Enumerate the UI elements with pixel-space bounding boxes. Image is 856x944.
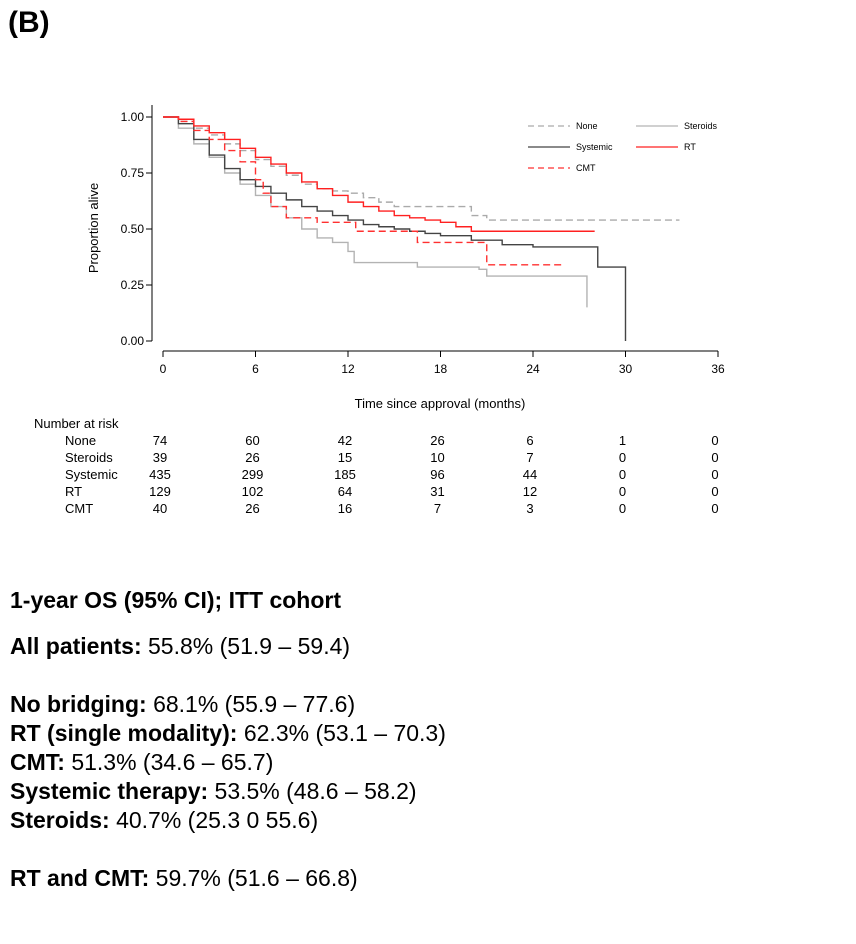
risk-row-label: CMT xyxy=(65,501,93,516)
result-label: All patients: xyxy=(10,633,142,659)
risk-cell: 1 xyxy=(619,433,626,448)
risk-cell: 26 xyxy=(245,501,259,516)
risk-cell: 7 xyxy=(434,501,441,516)
risk-cell: 26 xyxy=(430,433,444,448)
x-tick-label: 30 xyxy=(619,362,633,376)
result-value: 51.3% (34.6 – 65.7) xyxy=(64,749,274,775)
risk-cell: 40 xyxy=(153,501,167,516)
results-heading: 1-year OS (95% CI); ITT cohort xyxy=(10,587,342,613)
result-value: 40.7% (25.3 0 55.6) xyxy=(109,807,319,833)
risk-cell: 0 xyxy=(619,467,626,482)
x-tick-label: 6 xyxy=(252,362,259,376)
risk-cell: 0 xyxy=(619,450,626,465)
result-value: 68.1% (55.9 – 77.6) xyxy=(146,691,356,717)
risk-cell: 435 xyxy=(149,467,171,482)
result-value: 55.8% (51.9 – 59.4) xyxy=(141,633,351,659)
risk-cell: 3 xyxy=(526,501,533,516)
result-all-patients: All patients: 55.8% (51.9 – 59.4) xyxy=(10,632,446,661)
risk-cell: 96 xyxy=(430,467,444,482)
risk-cell: 42 xyxy=(338,433,352,448)
risk-cell: 39 xyxy=(153,450,167,465)
curve-systemic xyxy=(163,116,627,341)
result-cmt: CMT: 51.3% (34.6 – 65.7) xyxy=(10,748,446,777)
result-steroids: Steroids: 40.7% (25.3 0 55.6) xyxy=(10,806,446,835)
risk-cell: 299 xyxy=(242,467,264,482)
y-tick-label: 0.25 xyxy=(121,278,145,292)
risk-cell: 12 xyxy=(523,484,537,499)
result-label: RT (single modality): xyxy=(10,720,238,746)
risk-cell: 0 xyxy=(619,484,626,499)
legend-label-rt: RT xyxy=(684,142,696,152)
x-tick-label: 0 xyxy=(160,362,167,376)
risk-cell: 129 xyxy=(149,484,171,499)
legend-label-systemic: Systemic xyxy=(576,142,613,152)
curve-steroids xyxy=(163,116,588,308)
result-label: Steroids: xyxy=(10,807,110,833)
chart-legend: None Steroids Systemic RT CMT xyxy=(528,121,718,173)
risk-row-label: RT xyxy=(65,484,82,499)
risk-cell: 64 xyxy=(338,484,352,499)
risk-cell: 0 xyxy=(711,484,718,499)
risk-cell: 7 xyxy=(526,450,533,465)
result-label: CMT: xyxy=(10,749,65,775)
risk-cell: 0 xyxy=(619,501,626,516)
panel-label: (B) xyxy=(8,6,50,39)
risk-cell: 26 xyxy=(245,450,259,465)
y-tick-label: 0.00 xyxy=(121,334,145,348)
result-label: No bridging: xyxy=(10,691,147,717)
risk-cell: 15 xyxy=(338,450,352,465)
x-tick-label: 18 xyxy=(434,362,448,376)
risk-cell: 44 xyxy=(523,467,537,482)
result-systemic: Systemic therapy: 53.5% (48.6 – 58.2) xyxy=(10,777,446,806)
results-panel: 1-year OS (95% CI); ITT cohort All patie… xyxy=(10,586,446,893)
x-axis-title: Time since approval (months) xyxy=(355,396,526,411)
result-value: 59.7% (51.6 – 66.8) xyxy=(149,865,358,891)
risk-cell: 0 xyxy=(711,467,718,482)
risk-cell: 6 xyxy=(526,433,533,448)
risk-row-label: Steroids xyxy=(65,450,113,465)
legend-label-none: None xyxy=(576,121,598,131)
result-rt-and-cmt: RT and CMT: 59.7% (51.6 – 66.8) xyxy=(10,864,446,893)
y-axis-title: Proportion alive xyxy=(86,183,101,273)
x-tick-label: 12 xyxy=(341,362,355,376)
risk-cell: 0 xyxy=(711,450,718,465)
risk-row-label: None xyxy=(65,433,96,448)
risk-cell: 60 xyxy=(245,433,259,448)
y-tick-label: 1.00 xyxy=(121,110,145,124)
result-value: 53.5% (48.6 – 58.2) xyxy=(208,778,417,804)
curve-cmt xyxy=(163,116,564,266)
y-tick-label: 0.50 xyxy=(121,222,145,236)
risk-cell: 0 xyxy=(711,501,718,516)
chart-axes: 0.00 0.25 0.50 0.75 1.00 0 6 12 18 24 30 36 Time sin… xyxy=(86,105,725,411)
risk-cell: 0 xyxy=(711,433,718,448)
risk-cell: 10 xyxy=(430,450,444,465)
legend-label-steroids: Steroids xyxy=(684,121,718,131)
risk-row-label: Systemic xyxy=(65,467,118,482)
curve-rt xyxy=(163,116,595,232)
risk-cell: 185 xyxy=(334,467,356,482)
risk-cell: 102 xyxy=(242,484,264,499)
risk-table-title: Number at risk xyxy=(34,416,119,431)
result-label: RT and CMT: xyxy=(10,865,150,891)
risk-cell: 31 xyxy=(430,484,444,499)
x-tick-label: 24 xyxy=(526,362,540,376)
chart-curves xyxy=(163,116,680,341)
y-tick-label: 0.75 xyxy=(121,166,145,180)
x-tick-label: 36 xyxy=(711,362,725,376)
result-value: 62.3% (53.1 – 70.3) xyxy=(237,720,446,746)
legend-label-cmt: CMT xyxy=(576,163,596,173)
result-label: Systemic therapy: xyxy=(10,778,209,804)
risk-cell: 74 xyxy=(153,433,167,448)
risk-cell: 16 xyxy=(338,501,352,516)
curve-none xyxy=(163,116,680,221)
result-rt-single: RT (single modality): 62.3% (53.1 – 70.3… xyxy=(10,719,446,748)
result-no-bridging: No bridging: 68.1% (55.9 – 77.6) xyxy=(10,690,446,719)
